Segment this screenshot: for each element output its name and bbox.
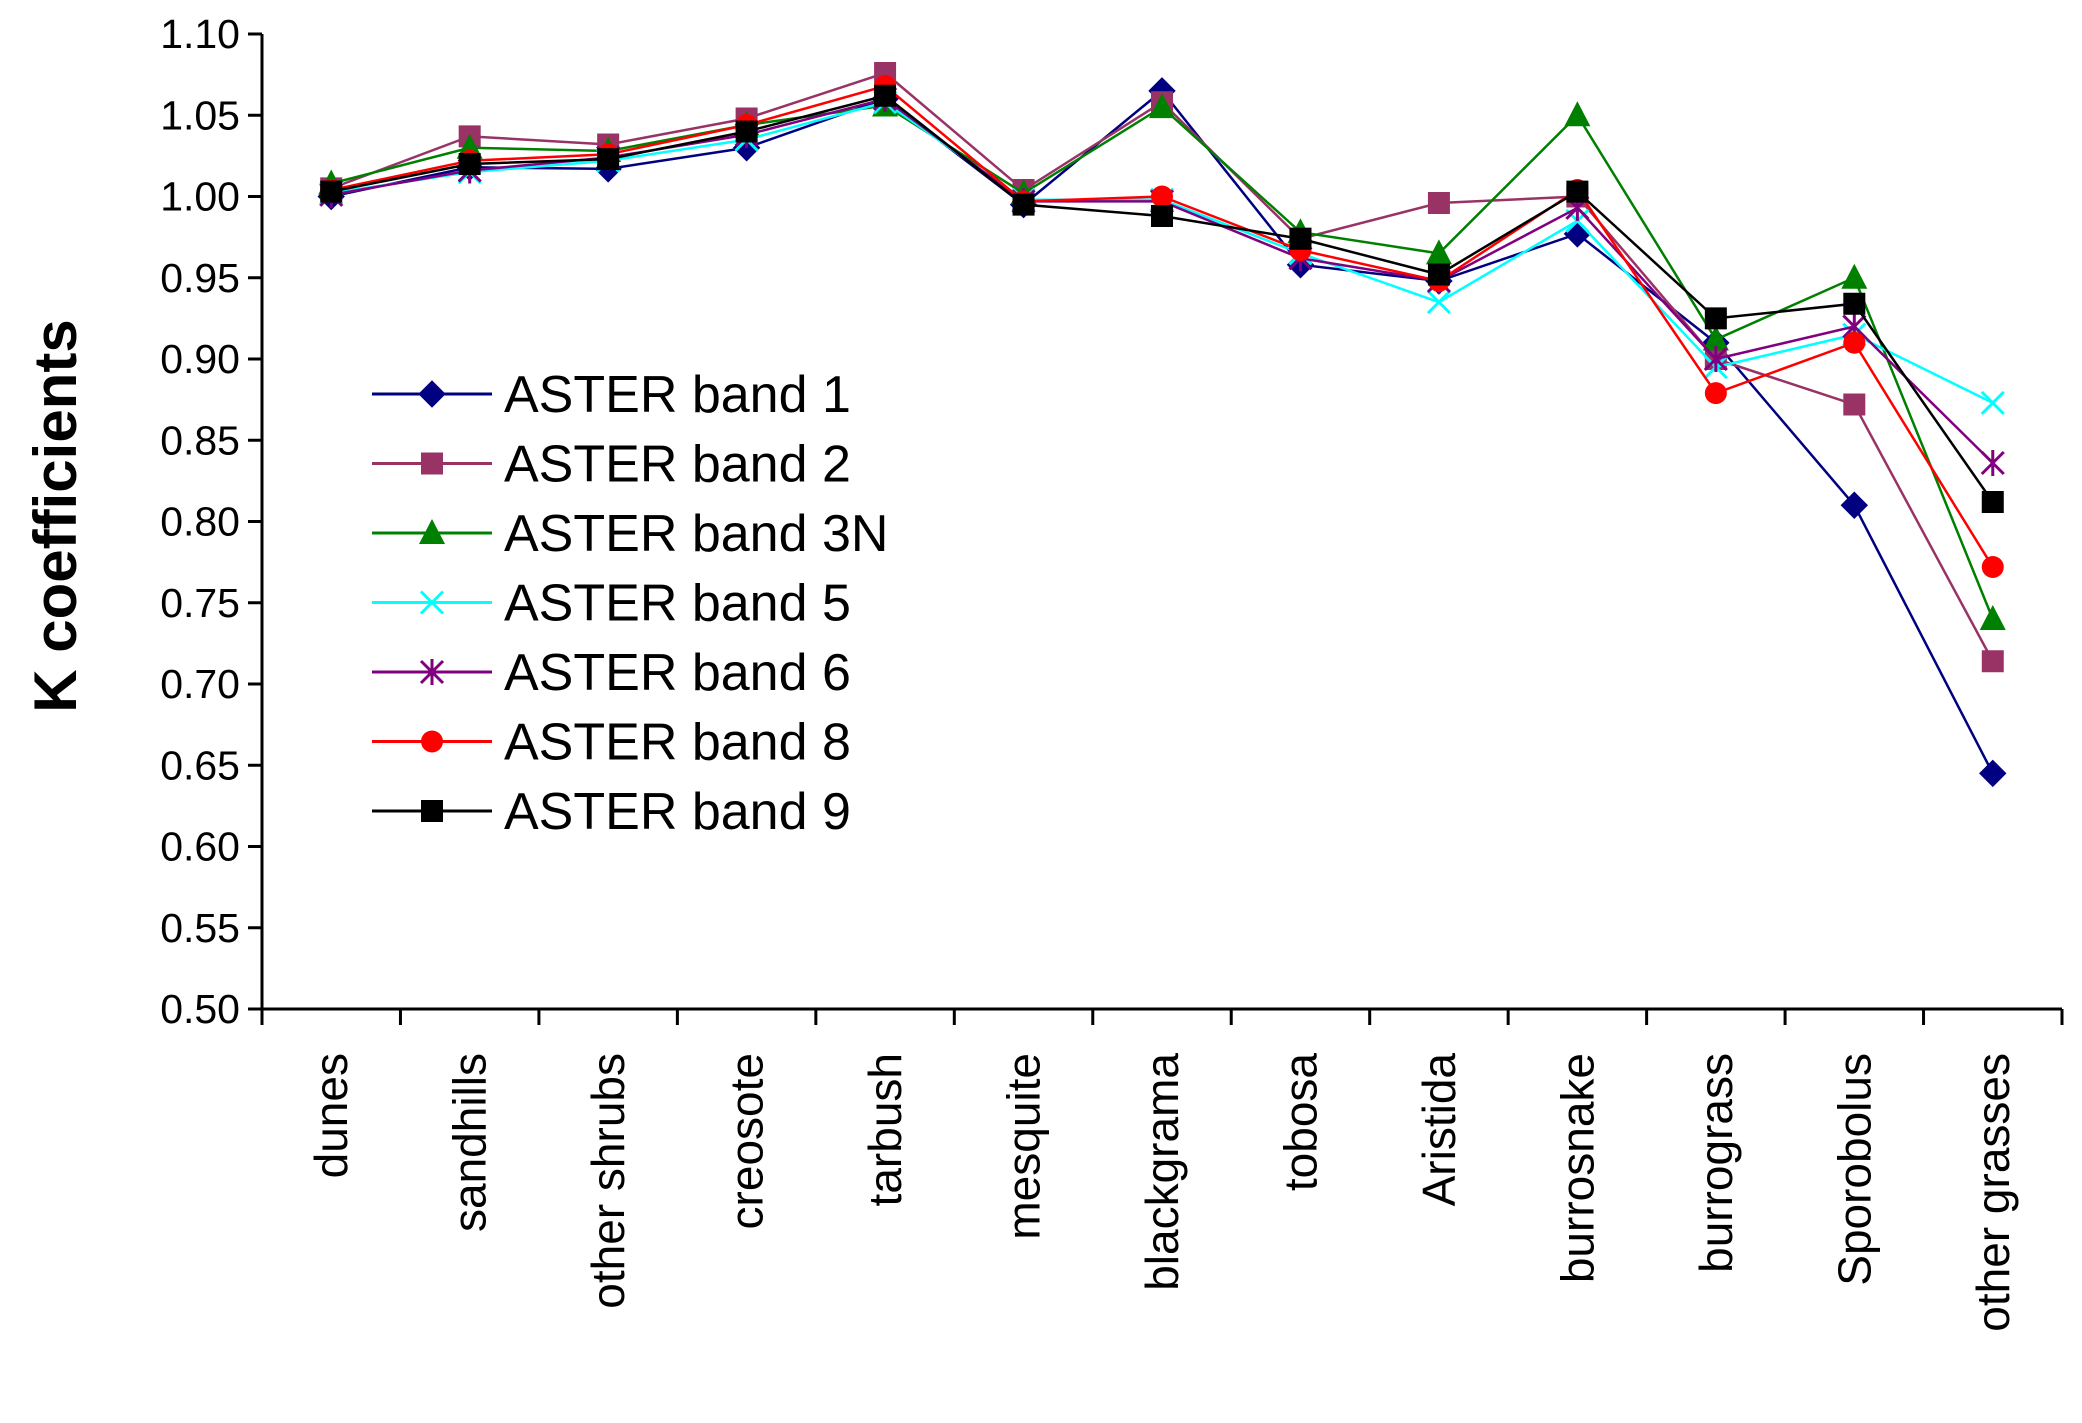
- series-7: [320, 84, 2004, 513]
- x-category-label: creosote: [721, 1053, 773, 1229]
- data-point: [1843, 292, 1866, 315]
- legend-label: ASTER band 3N: [504, 505, 888, 563]
- y-tick-label: 0.85: [160, 417, 240, 463]
- legend-marker: [419, 519, 445, 544]
- data-point: [1151, 205, 1173, 227]
- x-axis-ticks: dunes sandhills other shrubs creosote tarbus…: [260, 1009, 2064, 1332]
- legend-label: ASTER band 6: [504, 644, 851, 702]
- x-category-label: mesquite: [998, 1053, 1050, 1240]
- legend-marker: [421, 452, 443, 475]
- x-category-label: Sporobolus: [1828, 1053, 1880, 1286]
- data-point: [1703, 346, 1728, 372]
- y-tick-label: 0.50: [160, 986, 240, 1032]
- legend-entry: ASTER band 6: [372, 644, 851, 702]
- legend-entry: ASTER band 8: [372, 714, 851, 772]
- y-tick-label: 1.05: [160, 92, 240, 138]
- y-tick-label: 0.55: [160, 905, 240, 951]
- y-tick-label: 0.75: [160, 580, 240, 626]
- data-point: [874, 84, 897, 107]
- x-category-label: tobosa: [1274, 1053, 1326, 1192]
- x-category-label: tarbush: [859, 1053, 911, 1206]
- legend-label: ASTER band 9: [504, 783, 851, 841]
- legend-marker: [421, 730, 443, 753]
- data-point: [1425, 239, 1452, 265]
- x-category-label: other grasses: [1967, 1053, 2019, 1332]
- data-point: [1289, 227, 1312, 250]
- data-point: [1979, 759, 2007, 788]
- data-point: [1980, 450, 2005, 476]
- data-point: [1981, 650, 2004, 673]
- data-point: [1427, 192, 1450, 214]
- y-tick-label: 0.80: [160, 499, 240, 545]
- legend-entry: ASTER band 5: [372, 575, 851, 633]
- legend-marker: [421, 800, 443, 822]
- legend-entry: ASTER band 2: [372, 436, 851, 494]
- y-tick-label: 0.70: [160, 661, 240, 707]
- data-point: [735, 120, 758, 143]
- data-point: [1702, 325, 1729, 351]
- data-point: [1564, 101, 1591, 127]
- x-category-label: dunes: [305, 1053, 357, 1178]
- data-point: [1566, 180, 1589, 203]
- data-point: [1704, 382, 1727, 405]
- x-category-label: Aristida: [1413, 1053, 1465, 1207]
- x-category-label: other shrubs: [582, 1053, 634, 1309]
- legend-marker: [419, 590, 445, 615]
- legend-entry: ASTER band 1: [372, 366, 851, 424]
- legend: ASTER band 1 ASTER band 2 ASTER band 3N AST…: [372, 366, 888, 841]
- y-tick-label: 0.65: [160, 742, 240, 788]
- x-category-label: burrosnake: [1551, 1053, 1603, 1283]
- data-point: [1704, 307, 1727, 330]
- x-category-label: blackgrama: [1136, 1053, 1188, 1291]
- legend-label: ASTER band 2: [504, 436, 851, 494]
- y-tick-label: 0.95: [160, 255, 240, 301]
- data-point: [1980, 390, 2005, 415]
- data-point: [1981, 491, 2004, 513]
- y-tick-label: 0.90: [160, 336, 240, 382]
- legend-label: ASTER band 8: [504, 714, 851, 772]
- x-category-label: burrograss: [1690, 1053, 1742, 1273]
- series-line: [331, 100, 1994, 404]
- data-point: [1012, 193, 1035, 216]
- data-point: [1149, 93, 1175, 119]
- legend-marker: [418, 380, 446, 408]
- data-point: [1427, 263, 1450, 286]
- data-point: [1426, 290, 1451, 315]
- data-point: [1151, 185, 1173, 208]
- y-axis-ticks: 0.50 0.55 0.60 0.65 0.70 0.75 0.80 0.85 0.90 0.95…: [160, 11, 262, 1032]
- data-point: [597, 148, 620, 171]
- data-point: [1981, 556, 2004, 578]
- legend-marker: [419, 659, 445, 685]
- y-tick-label: 1.10: [160, 11, 240, 57]
- legend-label: ASTER band 1: [504, 366, 851, 424]
- data-point: [1841, 263, 1868, 289]
- data-point: [1840, 491, 1869, 519]
- series-group: [317, 62, 2007, 788]
- legend-entry: ASTER band 9: [372, 783, 851, 841]
- data-point: [1843, 331, 1866, 354]
- legend-entry: ASTER band 3N: [372, 505, 888, 563]
- x-category-label: sandhills: [444, 1053, 496, 1232]
- y-axis-label: K coefficients: [22, 319, 89, 712]
- data-point: [1979, 605, 2006, 630]
- data-point: [458, 153, 481, 175]
- y-tick-label: 0.60: [160, 824, 240, 870]
- data-point: [1843, 393, 1866, 416]
- legend-label: ASTER band 5: [504, 575, 851, 633]
- y-tick-label: 1.00: [160, 174, 240, 220]
- data-point: [320, 180, 343, 203]
